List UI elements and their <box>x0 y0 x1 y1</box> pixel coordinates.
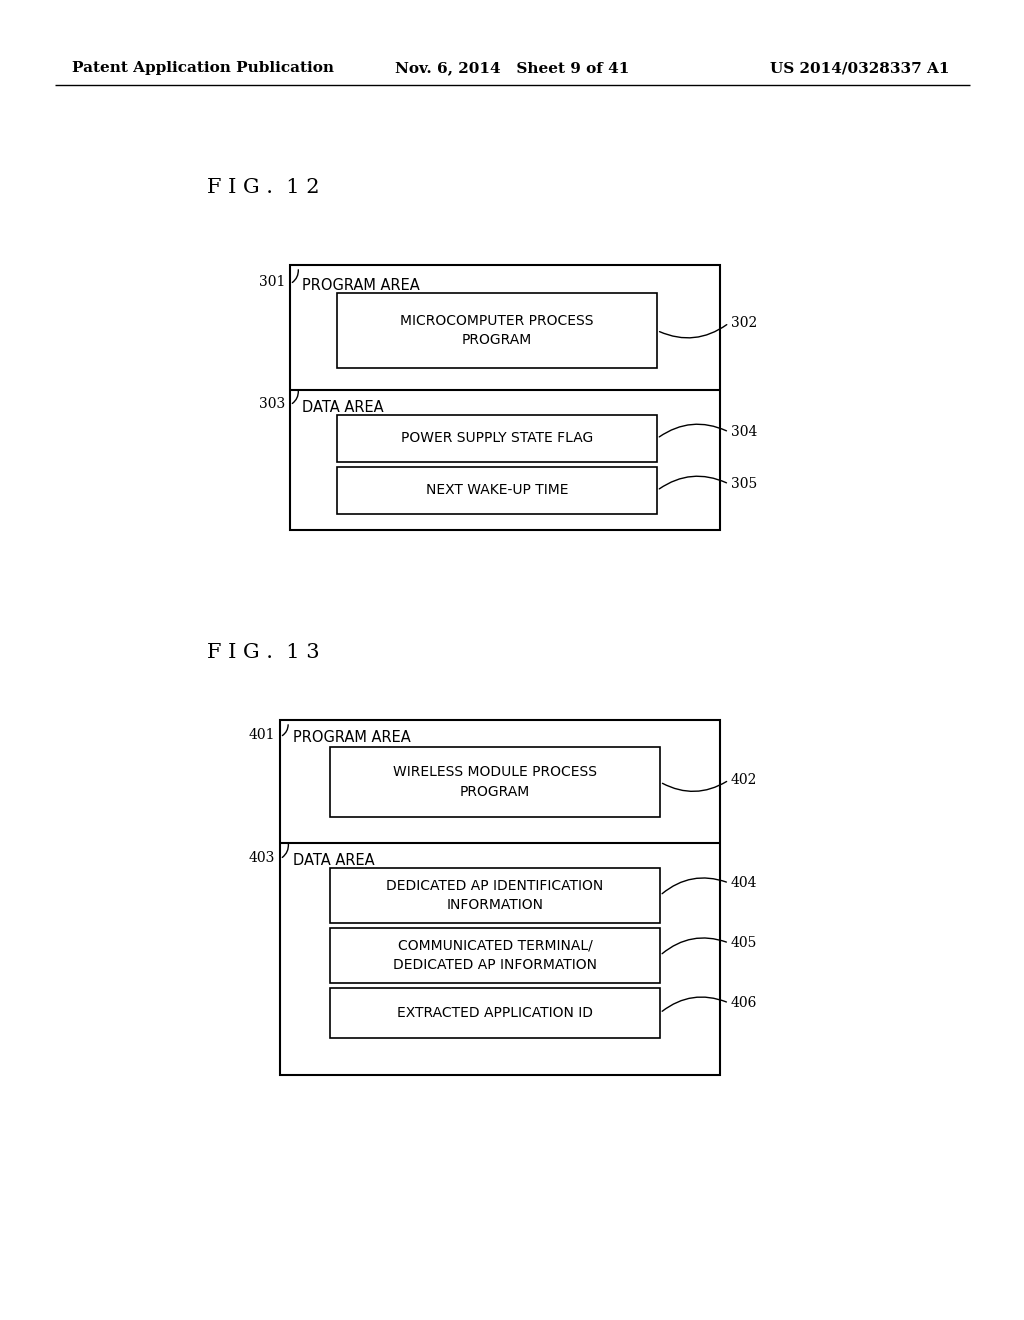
Text: Nov. 6, 2014   Sheet 9 of 41: Nov. 6, 2014 Sheet 9 of 41 <box>395 61 629 75</box>
Text: EXTRACTED APPLICATION ID: EXTRACTED APPLICATION ID <box>397 1006 593 1020</box>
Text: 402: 402 <box>731 774 758 787</box>
Text: DEDICATED AP IDENTIFICATION
INFORMATION: DEDICATED AP IDENTIFICATION INFORMATION <box>386 879 603 912</box>
Text: 301: 301 <box>259 275 285 289</box>
Bar <box>290 265 720 531</box>
Text: DATA AREA: DATA AREA <box>302 400 384 414</box>
Text: Patent Application Publication: Patent Application Publication <box>72 61 334 75</box>
Text: 404: 404 <box>731 876 758 890</box>
Text: 303: 303 <box>259 397 285 411</box>
Text: 401: 401 <box>249 729 275 742</box>
Text: US 2014/0328337 A1: US 2014/0328337 A1 <box>770 61 950 75</box>
Bar <box>337 414 657 462</box>
Text: POWER SUPPLY STATE FLAG: POWER SUPPLY STATE FLAG <box>400 432 593 446</box>
Text: PROGRAM AREA: PROGRAM AREA <box>302 279 420 293</box>
Text: 304: 304 <box>731 425 758 440</box>
Text: 406: 406 <box>731 997 758 1010</box>
Bar <box>337 293 657 368</box>
Text: DATA AREA: DATA AREA <box>293 853 375 869</box>
Text: NEXT WAKE-UP TIME: NEXT WAKE-UP TIME <box>426 483 568 498</box>
Text: F I G .  1 3: F I G . 1 3 <box>207 643 319 663</box>
Text: MICROCOMPUTER PROCESS
PROGRAM: MICROCOMPUTER PROCESS PROGRAM <box>400 314 594 347</box>
Bar <box>330 747 660 817</box>
Text: 302: 302 <box>731 315 758 330</box>
Text: 403: 403 <box>249 851 275 865</box>
Bar <box>280 719 720 1074</box>
Text: 405: 405 <box>731 936 758 950</box>
Bar <box>330 928 660 983</box>
Text: F I G .  1 2: F I G . 1 2 <box>207 178 319 197</box>
Text: PROGRAM AREA: PROGRAM AREA <box>293 730 411 744</box>
Bar <box>330 869 660 923</box>
Text: WIRELESS MODULE PROCESS
PROGRAM: WIRELESS MODULE PROCESS PROGRAM <box>393 766 597 799</box>
Bar <box>337 467 657 513</box>
Text: COMMUNICATED TERMINAL/
DEDICATED AP INFORMATION: COMMUNICATED TERMINAL/ DEDICATED AP INFO… <box>393 939 597 973</box>
Bar <box>330 987 660 1038</box>
Text: 305: 305 <box>731 477 758 491</box>
